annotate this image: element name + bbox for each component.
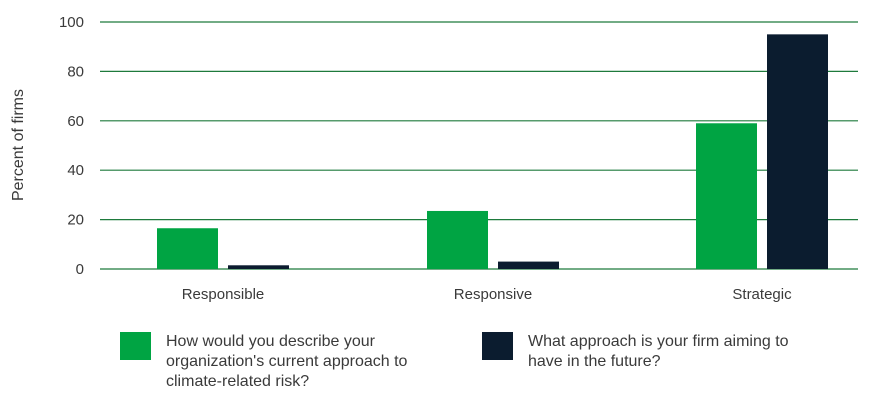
legend-label-current-approach: How would you describe your organization… xyxy=(166,333,408,390)
bars xyxy=(157,34,828,270)
y-tick-label: 0 xyxy=(76,261,84,278)
bar-chart: 0 20 40 60 80 100 Percent of firms Responsibl… xyxy=(10,14,858,303)
legend-swatch-navy xyxy=(482,332,513,360)
bar-strategic-series-1 xyxy=(696,123,757,270)
y-tick-label: 20 xyxy=(67,212,84,229)
bar-responsible-series-1 xyxy=(157,228,218,269)
y-tick-labels: 0 20 40 60 80 100 xyxy=(59,14,84,278)
x-tick-label-strategic: Strategic xyxy=(732,286,792,303)
x-tick-label-responsible: Responsible xyxy=(182,286,265,303)
y-tick-label: 80 xyxy=(67,63,84,80)
legend-swatch-green xyxy=(120,332,151,360)
x-tick-label-responsive: Responsive xyxy=(454,286,532,303)
legend-item-future-approach: What approach is your firm aiming to hav… xyxy=(482,332,798,372)
bar-strategic-series-2 xyxy=(767,34,828,269)
bar-responsive-series-2 xyxy=(498,261,559,269)
x-tick-labels: Responsible Responsive Strategic xyxy=(182,286,792,303)
y-tick-label: 60 xyxy=(67,113,84,130)
legend-item-current-approach: How would you describe your organization… xyxy=(120,332,466,392)
y-tick-label: 40 xyxy=(67,162,84,179)
y-axis-label: Percent of firms xyxy=(10,89,27,201)
y-tick-label: 100 xyxy=(59,14,84,31)
bar-responsible-series-2 xyxy=(228,265,289,269)
bar-responsive-series-1 xyxy=(427,210,488,269)
legend-label-future-approach: What approach is your firm aiming to hav… xyxy=(528,333,789,370)
